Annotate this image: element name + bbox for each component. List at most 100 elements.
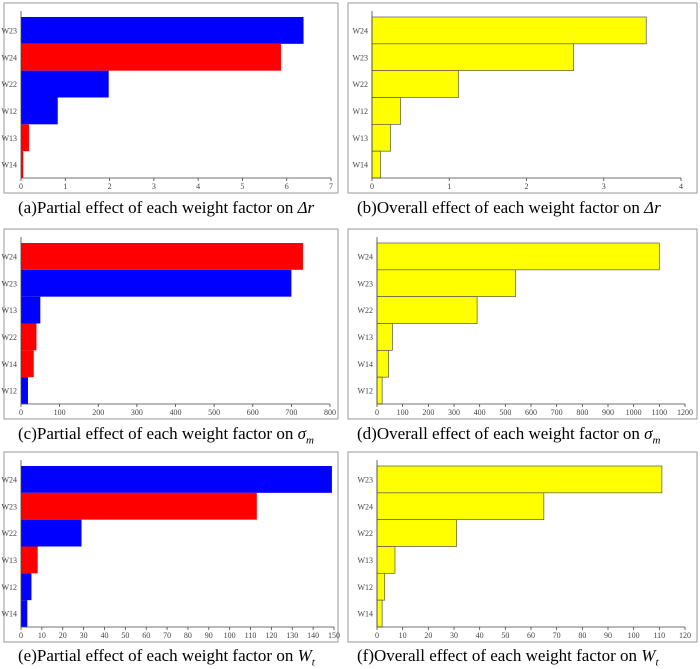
bar-d-w24: [376, 242, 660, 271]
x-tick-label-e: 50: [121, 631, 129, 640]
bar-c-w22: [21, 323, 37, 351]
bar-e-w22: [21, 519, 82, 547]
category-label-e-w13: W13: [1, 556, 17, 565]
chart-panel-a: W23 W24 W22 W12 W13 W14 0 1 2 3 4 5 6 7 (a)Partial ef…: [0, 0, 340, 220]
x-tick-label-c: 700: [285, 408, 297, 417]
x-tick-label-d: 1000: [626, 408, 642, 417]
category-label-f-w22: W22: [357, 529, 373, 538]
x-tick-label-f: 110: [653, 631, 665, 640]
x-tick-label-b: 0: [370, 182, 374, 191]
bar-a-w24: [21, 43, 281, 71]
x-tick-label-a: 2: [108, 182, 112, 191]
chart-c-plot: W24 W23 W13 W22 W14 W12 0 100 200 300 400 500 600 700…: [1, 228, 339, 420]
x-tick-label-d: 100: [397, 408, 409, 417]
x-tick-label-f: 80: [578, 631, 586, 640]
bar-a-w23: [21, 17, 304, 44]
x-tick-label-d: 800: [576, 408, 588, 417]
x-tick-label-c: 500: [208, 408, 220, 417]
caption-f-symbol: W: [641, 646, 656, 665]
category-label-a-w14: W14: [1, 161, 17, 170]
category-label-a-w23: W23: [1, 26, 17, 35]
x-tick-label-f: 10: [399, 631, 407, 640]
caption-d-sub: m: [652, 434, 661, 447]
x-tick-label-c: 800: [324, 408, 336, 417]
bar-f-w13: [376, 546, 396, 574]
category-label-c-w12: W12: [1, 387, 17, 396]
x-tick-label-c: 0: [19, 408, 23, 417]
caption-c: (c)Partial effect of each weight factor …: [18, 424, 314, 446]
x-tick-label-e: 140: [307, 631, 319, 640]
bar-d-w22: [376, 296, 478, 324]
x-tick-label-e: 80: [184, 631, 192, 640]
x-tick-label-d: 700: [551, 408, 563, 417]
x-tick-label-b: 2: [525, 182, 529, 191]
x-tick-label-c: 100: [54, 408, 66, 417]
x-tick-label-d: 900: [602, 408, 614, 417]
caption-d-text: (d)Overall effect of each weight factor …: [357, 424, 645, 443]
category-label-d-w13: W13: [357, 333, 373, 342]
category-label-e-w12: W12: [1, 583, 17, 592]
bar-c-w14: [21, 350, 34, 378]
category-label-d-w12: W12: [357, 387, 373, 396]
chart-panel-b: W24 W23 W22 W12 W13 W14 0 1 2 3 4 (b)Overall effec…: [345, 0, 700, 220]
x-tick-label-f: 0: [375, 631, 379, 640]
bar-b-w23: [371, 43, 574, 72]
x-tick-label-f: 100: [628, 631, 640, 640]
category-label-b-w23: W23: [352, 53, 368, 62]
bar-e-w12: [21, 573, 32, 601]
x-tick-label-e: 120: [265, 631, 277, 640]
x-tick-label-d: 200: [422, 408, 434, 417]
caption-b-text: (b)Overall effect of each weight factor …: [357, 198, 645, 217]
bar-c-w24: [21, 243, 303, 270]
x-tick-label-c: 600: [247, 408, 259, 417]
caption-c-symbol: σ: [297, 424, 306, 443]
x-tick-label-e: 150: [328, 631, 340, 640]
x-tick-label-c: 200: [92, 408, 104, 417]
bar-d-w12: [376, 376, 383, 405]
category-label-b-w14: W14: [352, 161, 368, 170]
bar-c-w12: [21, 377, 28, 404]
x-tick-label-f: 60: [527, 631, 535, 640]
chart-panel-d: W24 W23 W22 W13 W14 W12 0 100 200 300 400 500 600 700…: [345, 226, 700, 448]
x-tick-label-b: 1: [447, 182, 451, 191]
category-label-b-w13: W13: [352, 134, 368, 143]
category-label-d-w24: W24: [357, 252, 373, 261]
x-tick-label-a: 7: [329, 182, 333, 191]
category-label-d-w14: W14: [357, 360, 373, 369]
bar-d-w23: [376, 269, 516, 298]
x-tick-label-a: 0: [19, 182, 23, 191]
bar-e-w24: [21, 466, 332, 493]
bar-b-w14: [371, 150, 381, 179]
bar-c-w23: [21, 269, 292, 297]
x-tick-label-e: 100: [224, 631, 236, 640]
x-tick-label-f: 40: [476, 631, 484, 640]
bar-a-w13: [21, 124, 29, 152]
caption-b: (b)Overall effect of each weight factor …: [357, 198, 661, 220]
x-tick-label-e: 0: [19, 631, 23, 640]
category-label-b-w22: W22: [352, 80, 368, 89]
category-label-f-w24: W24: [357, 502, 373, 511]
x-tick-label-d: 600: [525, 408, 537, 417]
bar-d-w13: [376, 323, 393, 351]
category-label-a-w13: W13: [1, 134, 17, 143]
x-tick-label-d: 400: [474, 408, 486, 417]
category-label-b-w12: W12: [352, 107, 368, 116]
x-tick-label-a: 4: [196, 182, 200, 191]
category-label-c-w13: W13: [1, 306, 17, 315]
category-label-d-w23: W23: [357, 279, 373, 288]
x-tick-label-f: 70: [553, 631, 561, 640]
chart-a-plot: W23 W24 W22 W12 W13 W14 0 1 2 3 4 5 6 7: [1, 2, 339, 194]
bar-a-w12: [21, 97, 58, 125]
bar-e-w14: [21, 600, 28, 627]
chart-f-plot: W23 W24 W22 W13 W12 W14 0 10 20 30 40 50 60 70 80 90 100…: [347, 451, 698, 643]
x-tick-label-f: 120: [679, 631, 691, 640]
bar-b-w13: [371, 123, 391, 152]
chart-d-plot: W24 W23 W22 W13 W14 W12 0 100 200 300 400 500 600 700…: [347, 228, 698, 420]
x-tick-label-e: 110: [245, 631, 257, 640]
category-label-e-w24: W24: [1, 475, 17, 484]
x-tick-label-f: 20: [424, 631, 432, 640]
caption-e-symbol: W: [297, 646, 312, 665]
caption-a-text: (a)Partial effect of each weight factor …: [18, 198, 298, 217]
category-label-f-w12: W12: [357, 583, 373, 592]
